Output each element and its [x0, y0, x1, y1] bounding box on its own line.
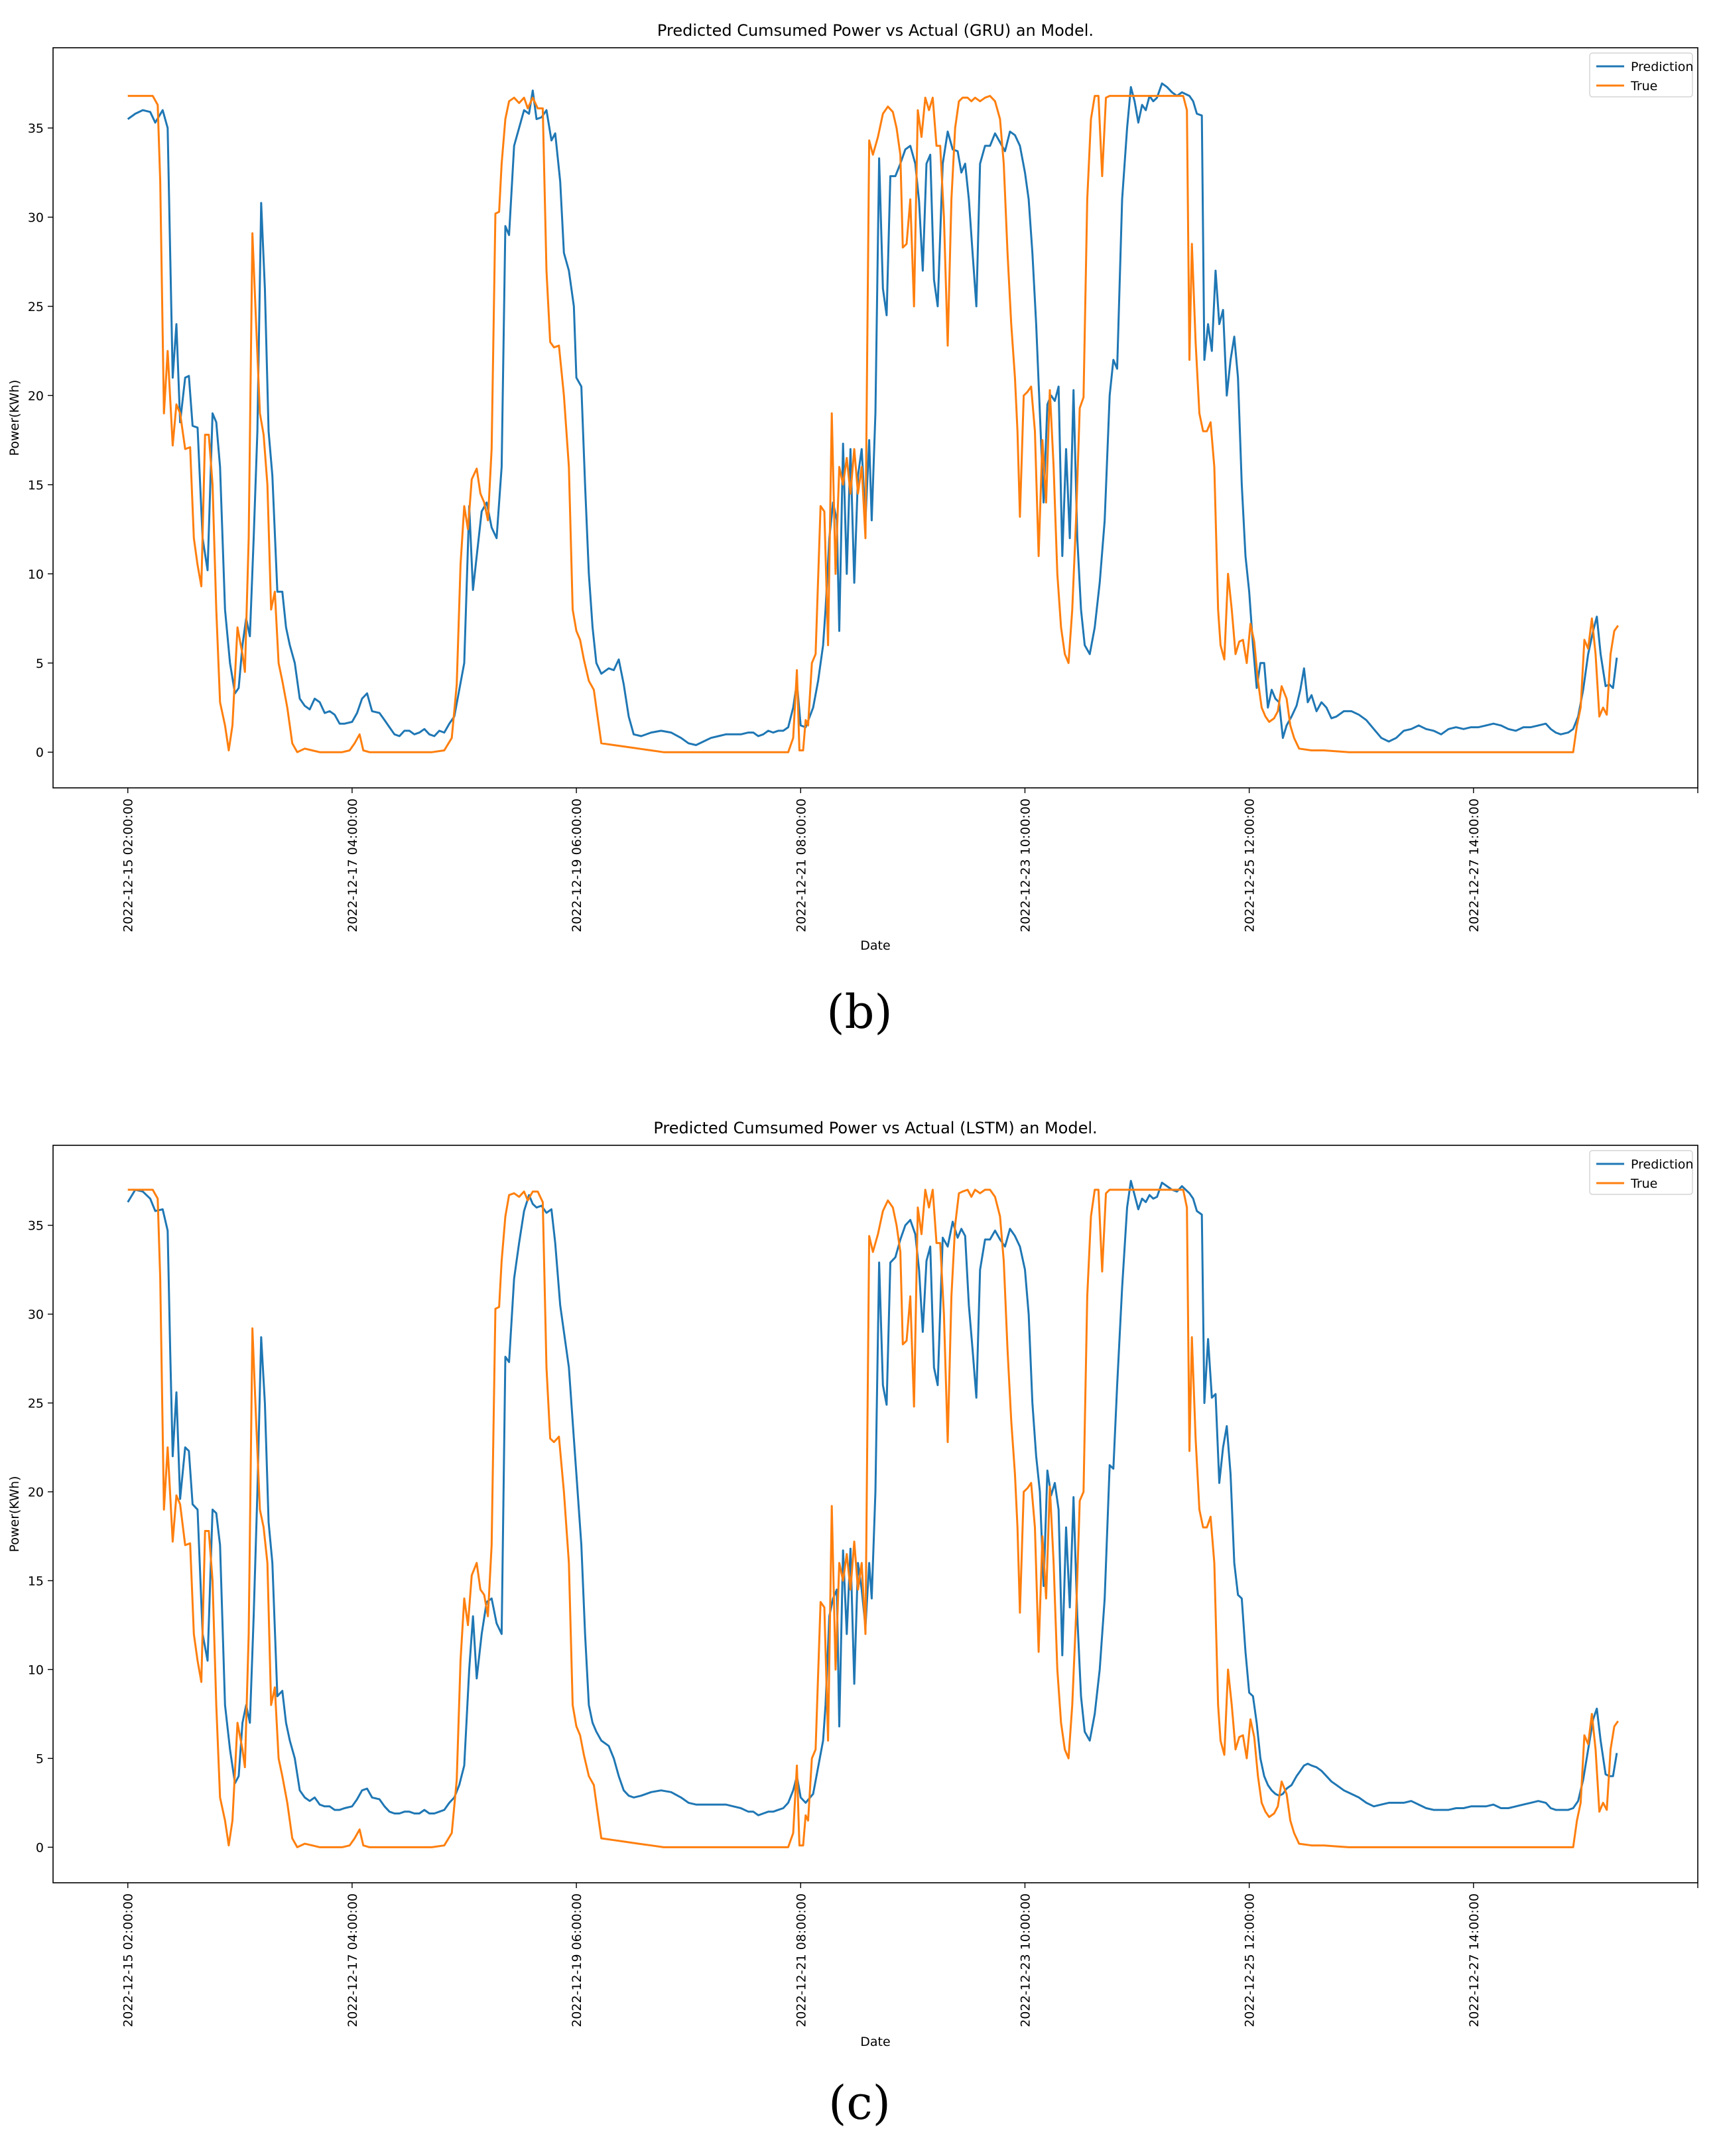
y-tick-label: 15	[28, 1574, 44, 1588]
panel-label-c: (c)	[828, 2076, 891, 2130]
y-tick-label: 30	[28, 1308, 44, 1322]
x-tick-label: 2022-12-21 08:00:00	[794, 1893, 808, 2027]
legend-label: True	[1630, 1176, 1657, 1191]
x-axis-label: Date	[860, 2035, 890, 2049]
x-tick-label: 2022-12-15 02:00:00	[121, 798, 136, 932]
gru-line-chart: Predicted Cumsumed Power vs Actual (GRU)…	[7, 21, 1698, 953]
y-tick-label: 25	[28, 1397, 44, 1411]
chart-panel-c: Predicted Cumsumed Power vs Actual (LSTM…	[0, 1098, 1719, 2156]
chart-title: Predicted Cumsumed Power vs Actual (LSTM…	[653, 1119, 1097, 1137]
y-tick-label: 20	[28, 1486, 44, 1500]
legend-label: True	[1630, 79, 1657, 94]
x-axis-label: Date	[860, 938, 890, 953]
legend-label: Prediction	[1631, 1157, 1693, 1172]
y-tick-label: 0	[36, 745, 44, 760]
plot-frame	[52, 47, 1698, 789]
panel-label-b: (b)	[826, 985, 893, 1039]
y-tick-label: 10	[28, 1663, 44, 1677]
x-tick-label: 2022-12-17 04:00:00	[346, 1893, 360, 2027]
y-tick-label: 5	[36, 1751, 44, 1766]
series-line-prediction	[127, 82, 1618, 746]
x-tick-label: 2022-12-25 12:00:00	[1243, 1893, 1257, 2027]
x-tick-label: 2022-12-27 14:00:00	[1467, 798, 1482, 932]
y-tick-label: 30	[28, 210, 44, 225]
chart-panel-b: Predicted Cumsumed Power vs Actual (GRU)…	[7, 21, 1698, 1039]
y-tick-label: 5	[36, 657, 44, 671]
x-tick-label: 2022-12-25 12:00:00	[1243, 798, 1257, 932]
y-tick-label: 20	[28, 389, 44, 403]
x-tick-label: 2022-12-23 10:00:00	[1018, 1893, 1033, 2027]
y-tick-label: 35	[28, 121, 44, 136]
x-tick-label: 2022-12-19 06:00:00	[570, 1893, 584, 2027]
y-tick-label: 15	[28, 478, 44, 493]
x-tick-label: 2022-12-23 10:00:00	[1018, 798, 1033, 932]
y-tick-label: 35	[28, 1219, 44, 1234]
y-tick-label: 10	[28, 567, 44, 582]
x-tick-label: 2022-12-15 02:00:00	[121, 1893, 136, 2027]
y-tick-label: 25	[28, 300, 44, 314]
lstm-line-chart: Predicted Cumsumed Power vs Actual (LSTM…	[7, 1119, 1698, 2049]
y-axis-label: Power(KWh)	[7, 1476, 22, 1553]
y-tick-label: 0	[36, 1840, 44, 1855]
plot-frame	[52, 1145, 1698, 1883]
x-tick-label: 2022-12-17 04:00:00	[346, 798, 360, 932]
x-tick-label: 2022-12-19 06:00:00	[570, 798, 584, 932]
series-line-true	[127, 95, 1620, 753]
x-tick-label: 2022-12-21 08:00:00	[794, 798, 808, 932]
legend-label: Prediction	[1631, 60, 1693, 74]
chart-title: Predicted Cumsumed Power vs Actual (GRU)…	[657, 21, 1094, 40]
series-line-true	[127, 1188, 1620, 1848]
y-axis-label: Power(KWh)	[7, 380, 22, 456]
series-line-prediction	[127, 1180, 1618, 1816]
x-tick-label: 2022-12-27 14:00:00	[1467, 1893, 1482, 2027]
